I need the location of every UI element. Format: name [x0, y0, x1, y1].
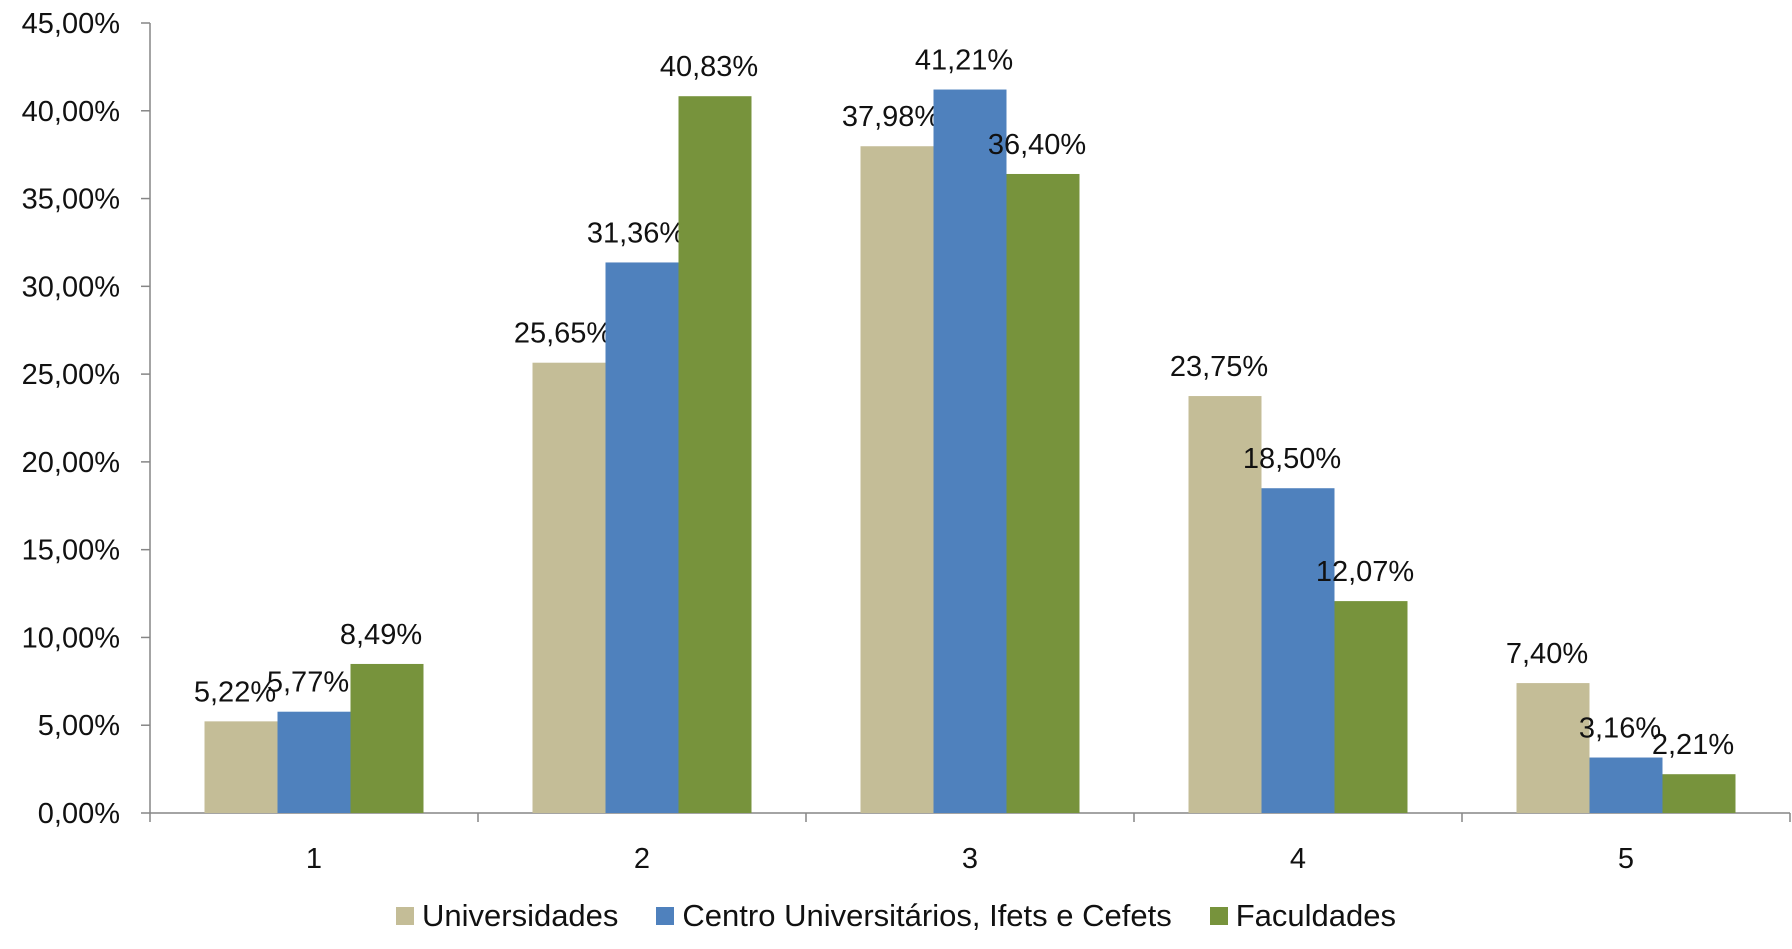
data-label: 40,83% — [660, 51, 758, 83]
data-label: 23,75% — [1170, 351, 1268, 383]
bar — [678, 96, 752, 813]
y-tick-label: 0,00% — [38, 798, 120, 830]
data-label: 36,40% — [988, 129, 1086, 161]
bar — [204, 721, 278, 813]
legend-item-centro-universitarios: Centro Universitários, Ifets e Cefets — [656, 898, 1172, 934]
data-label: 7,40% — [1506, 638, 1588, 670]
y-tick-label: 15,00% — [22, 535, 120, 567]
legend-label-universidades: Universidades — [421, 898, 619, 933]
y-tick-label: 20,00% — [22, 447, 120, 479]
data-label: 12,07% — [1316, 556, 1414, 588]
data-label: 5,22% — [194, 676, 276, 708]
legend: Universidades Centro Universitários, Ife… — [0, 898, 1792, 934]
data-label: 8,49% — [340, 619, 422, 651]
bar — [1006, 173, 1080, 813]
bar — [1589, 757, 1663, 813]
bar — [605, 262, 679, 813]
bar — [1662, 774, 1736, 813]
bar — [1261, 488, 1335, 813]
legend-swatch-faculdades — [1209, 907, 1228, 925]
legend-swatch-universidades — [395, 907, 414, 925]
y-tick-label: 5,00% — [38, 710, 120, 742]
legend-swatch-centro-universitarios — [656, 907, 675, 925]
data-label: 18,50% — [1243, 443, 1341, 475]
data-label: 5,77% — [267, 667, 349, 699]
bar — [933, 89, 1007, 814]
bar — [277, 711, 351, 813]
bar — [1334, 601, 1408, 813]
y-tick-label: 35,00% — [22, 184, 120, 216]
x-tick-label: 3 — [962, 843, 978, 875]
y-tick-label: 30,00% — [22, 271, 120, 303]
legend-label-centro-universitarios: Centro Universitários, Ifets e Cefets — [682, 898, 1172, 933]
data-label: 3,16% — [1579, 713, 1661, 745]
data-label: 41,21% — [915, 45, 1013, 77]
y-tick-label: 10,00% — [22, 622, 120, 654]
legend-item-faculdades: Faculdades — [1209, 898, 1396, 934]
y-tick-label: 45,00% — [22, 8, 120, 40]
y-tick-label: 40,00% — [22, 96, 120, 128]
x-tick-label: 5 — [1618, 843, 1634, 875]
x-tick-label: 2 — [634, 843, 650, 875]
bar — [1188, 396, 1262, 813]
bar — [1516, 683, 1590, 813]
bar — [532, 362, 606, 813]
x-tick-label: 1 — [306, 843, 322, 875]
data-label: 25,65% — [514, 318, 612, 350]
x-tick-label: 4 — [1290, 843, 1306, 875]
legend-item-universidades: Universidades — [395, 898, 619, 934]
bar — [350, 663, 424, 813]
data-label: 37,98% — [842, 101, 940, 133]
data-label: 2,21% — [1652, 729, 1734, 761]
data-label: 31,36% — [587, 217, 685, 249]
bar-chart-svg: 0,00% 5,00% 10,00% 15,00% 20,00% 25,00% 30,00%… — [22, 8, 1791, 875]
legend-label-faculdades: Faculdades — [1235, 898, 1396, 933]
bar — [860, 146, 934, 814]
y-tick-label: 25,00% — [22, 359, 120, 391]
